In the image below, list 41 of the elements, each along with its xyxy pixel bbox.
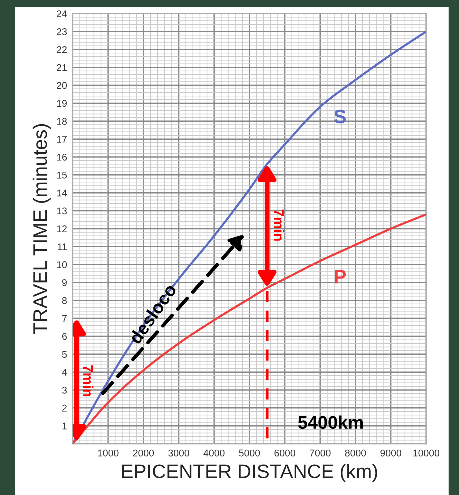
- x-tick-label: 8000: [345, 450, 366, 457]
- y-tick-label: 24: [57, 10, 68, 18]
- y-tick-label: 17: [57, 136, 67, 143]
- y-tick-label: 19: [57, 100, 67, 108]
- y-tick-label: 1: [62, 422, 67, 430]
- x-tick-label: 5000: [239, 450, 260, 457]
- y-tick-label: 18: [57, 118, 68, 126]
- y-tick-label: 6: [62, 333, 67, 340]
- y-tick-label: 4: [62, 369, 68, 376]
- y-tick-label: 9: [62, 279, 67, 286]
- y-tick-label: 14: [57, 190, 68, 197]
- y-tick-label: 21: [57, 64, 67, 72]
- y-tick-label: 11: [58, 244, 67, 250]
- x-tick-label: 4000: [204, 450, 225, 457]
- series-label: S: [334, 110, 346, 124]
- series-label: P: [335, 270, 346, 284]
- y-tick-label: 7: [62, 315, 67, 322]
- x-tick-label: 3000: [168, 450, 190, 457]
- y-tick-label: 20: [57, 82, 68, 90]
- x-tick-label: 10000: [414, 450, 440, 457]
- annotation: 5400km: [298, 416, 363, 430]
- annotation: 7min: [84, 366, 94, 397]
- y-tick-label: 10: [57, 262, 68, 268]
- x-axis-title: EPICENTER DISTANCE (km): [122, 464, 378, 482]
- y-tick-label: 22: [57, 46, 67, 54]
- y-tick-label: 13: [57, 208, 67, 215]
- annotation: 7min: [274, 210, 284, 241]
- y-tick-label: 3: [62, 386, 67, 394]
- y-tick-label: 23: [57, 28, 67, 36]
- x-tick-label: 6000: [274, 450, 296, 457]
- y-tick-label: 5: [62, 351, 68, 358]
- x-tick-label: 9000: [380, 450, 402, 457]
- x-tick-label: 1000: [98, 450, 119, 457]
- y-tick-label: 12: [57, 226, 67, 232]
- y-tick-label: 2: [62, 404, 67, 412]
- y-tick-label: 16: [57, 154, 67, 161]
- y-tick-label: 8: [62, 297, 68, 304]
- x-tick-label: 2000: [133, 450, 154, 457]
- y-tick-label: 15: [57, 172, 68, 179]
- x-tick-label: 7000: [310, 450, 331, 457]
- y-axis-title: TRAVEL TIME (minutes): [32, 124, 52, 334]
